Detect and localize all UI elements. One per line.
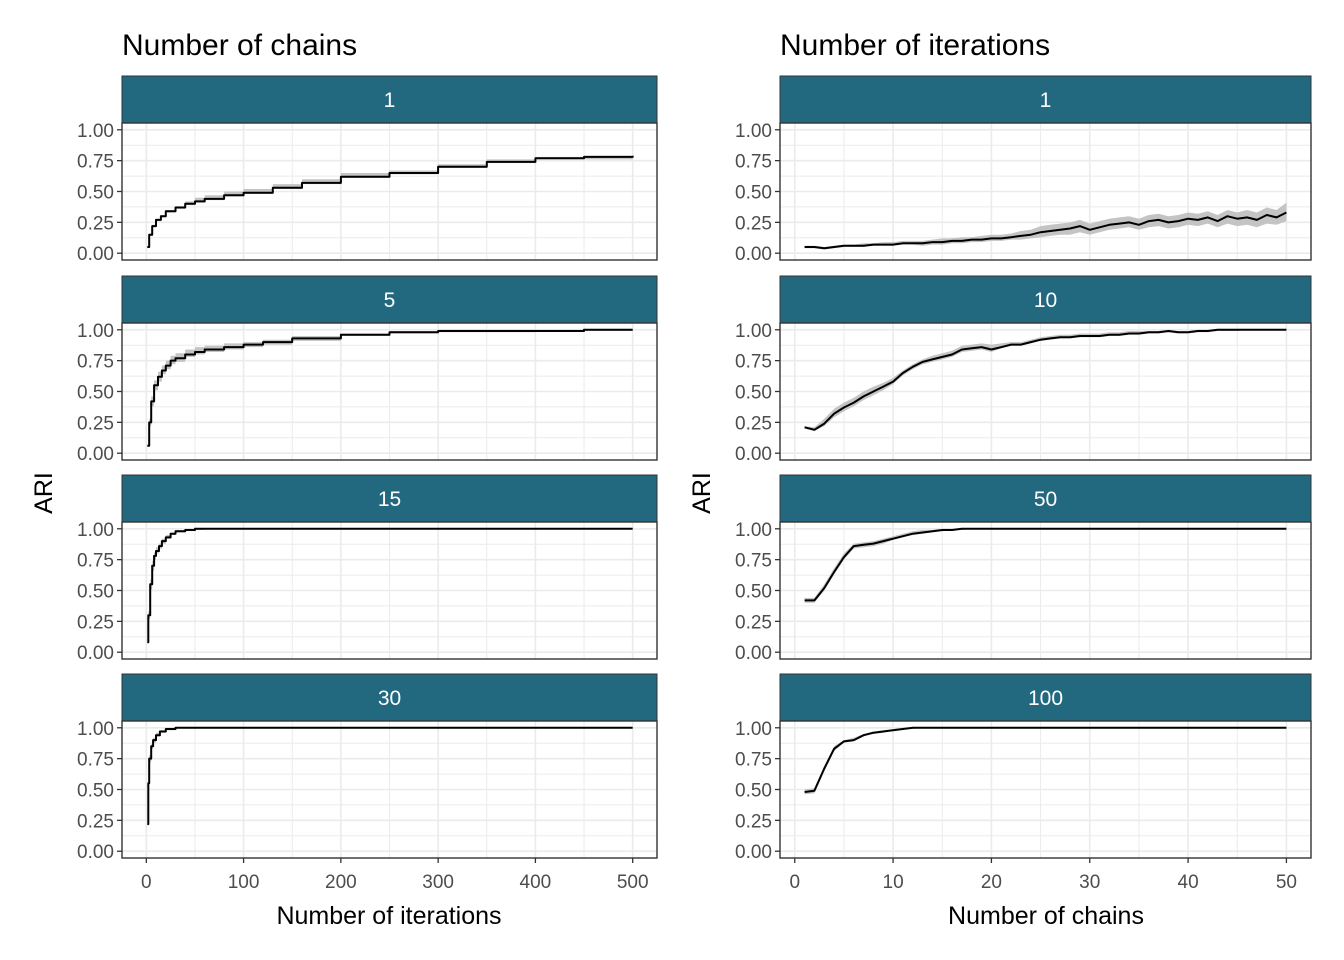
y-tick-label: 0.00 [735,444,772,465]
ari-line [147,726,633,826]
y-tick-label: 0.75 [77,551,114,572]
y-tick-label: 0.50 [735,781,772,802]
y-tick-label: 0.25 [735,413,772,434]
ari-line [147,328,633,447]
confidence-ribbon [804,528,1287,603]
x-tick-label: 10 [883,872,904,893]
y-tick-label: 0.75 [735,750,772,771]
left-panel-1: 1 0.00 0.25 0.50 0.75 1.00 [77,75,658,265]
y-tick-label: 0.00 [735,244,772,265]
x-tick-label: 400 [520,872,552,893]
y-tick-label: 0.00 [735,643,772,664]
y-tick-label: 0.25 [735,213,772,234]
facet-strip [779,275,1312,324]
y-tick-label: 0.50 [77,582,114,603]
right-panel-4: 100 0.00 0.25 0.50 0.75 1.00 0 10 20 30 40 50 [735,673,1312,893]
y-tick-label: 0.50 [77,383,114,404]
y-tick-label: 0.25 [77,213,114,234]
x-tick-label: 40 [1178,872,1199,893]
right-x-axis-label: Number of chains [948,902,1144,930]
ari-line [804,328,1287,431]
facet-strip-label: 1 [1040,89,1052,112]
left-panel-2: 5 0.00 0.25 0.50 0.75 1.00 [77,275,658,465]
y-tick-label: 0.00 [735,842,772,863]
facet-strip-label: 50 [1034,488,1057,511]
x-tick-label: 20 [981,872,1002,893]
y-tick-label: 1.00 [77,121,114,142]
y-tick-label: 0.75 [77,750,114,771]
right-chart-title: Number of iterations [780,29,1050,62]
facet-strip-label: 1 [384,89,396,112]
y-tick-label: 0.50 [77,781,114,802]
right-panel-1: 1 0.00 0.25 0.50 0.75 1.00 [735,75,1312,265]
x-tick-label: 50 [1276,872,1297,893]
right-panel-3: 50 0.00 0.25 0.50 0.75 1.00 [735,474,1312,664]
y-tick-label: 0.75 [735,352,772,373]
ari-line [147,527,633,644]
facet-strip [121,673,658,722]
confidence-ribbon [804,202,1287,250]
facet-strip [779,673,1312,722]
left-chart-title: Number of chains [122,29,357,62]
right-panel-2: 10 0.00 0.25 0.50 0.75 1.00 [735,275,1312,465]
y-tick-label: 0.50 [735,183,772,204]
x-tick-label: 30 [1079,872,1100,893]
facet-strip-label: 100 [1028,687,1063,710]
y-tick-label: 1.00 [77,520,114,541]
y-tick-label: 1.00 [735,719,772,740]
left-panel-4: 30 0.00 0.25 0.50 0.75 1.00 0 100 200 300 400 500 [77,673,658,893]
left-panel-3: 15 0.00 0.25 0.50 0.75 1.00 [77,474,658,664]
y-tick-label: 0.50 [77,183,114,204]
y-tick-label: 0.75 [77,352,114,373]
y-tick-label: 0.00 [77,444,114,465]
y-tick-label: 0.75 [77,152,114,173]
x-tick-label: 200 [325,872,357,893]
y-tick-label: 1.00 [735,520,772,541]
y-tick-label: 1.00 [77,321,114,342]
x-tick-label: 500 [617,872,649,893]
y-tick-label: 0.25 [77,612,114,633]
y-tick-label: 1.00 [735,121,772,142]
ari-line [804,527,1287,602]
right-y-axis-label: ARI [688,472,716,514]
y-tick-label: 0.25 [77,413,114,434]
facet-strip-label: 30 [378,687,401,710]
x-tick-label: 0 [141,872,152,893]
facet-strip [121,75,658,124]
y-tick-label: 0.25 [735,612,772,633]
facet-strip [779,474,1312,523]
left-y-axis-label: ARI [30,472,58,514]
facet-strip [121,474,658,523]
y-tick-label: 0.75 [735,152,772,173]
y-tick-label: 0.00 [77,842,114,863]
x-tick-label: 100 [228,872,260,893]
y-tick-label: 0.00 [77,643,114,664]
y-tick-label: 0.25 [735,811,772,832]
y-tick-label: 0.50 [735,582,772,603]
ari-line [804,726,1287,793]
y-tick-label: 0.25 [77,811,114,832]
y-tick-label: 1.00 [77,719,114,740]
y-tick-label: 0.75 [735,551,772,572]
facet-strip [779,75,1312,124]
panels: 1 0.00 0.25 0.50 0.75 1.00 5 0.00 0.25 0.50 0.75 1.… [77,75,1312,893]
x-tick-label: 300 [422,872,454,893]
ari-line [804,211,1287,250]
facet-strip-label: 15 [378,488,401,511]
x-tick-label: 0 [789,872,800,893]
facet-strip-label: 10 [1034,289,1057,312]
y-tick-label: 1.00 [735,321,772,342]
y-tick-label: 0.00 [77,244,114,265]
confidence-ribbon [804,727,1287,795]
facet-strip-label: 5 [384,289,396,312]
y-tick-label: 0.50 [735,383,772,404]
left-x-axis-label: Number of iterations [276,902,501,930]
ari-line [147,155,634,248]
